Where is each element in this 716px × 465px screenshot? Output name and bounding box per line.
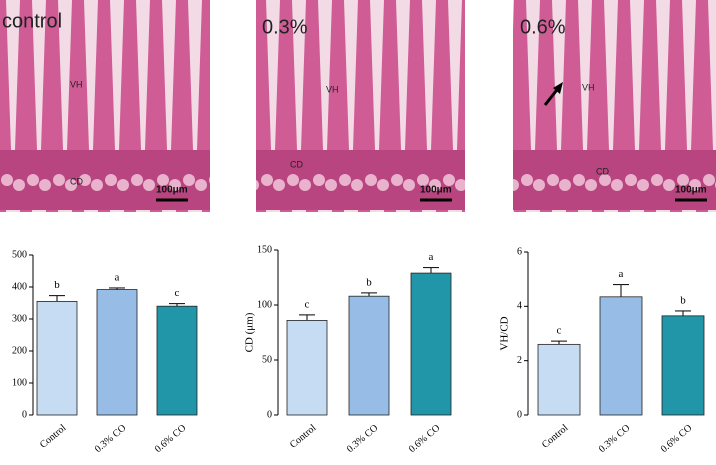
y-tick-label: 300 (12, 313, 27, 324)
y-tick-label: 200 (12, 345, 27, 356)
x-tick-label: 0.3% CO (93, 423, 129, 455)
significance-letter: c (305, 298, 310, 310)
scale-label: 100μm (156, 185, 188, 196)
significance-letter: a (115, 271, 120, 283)
y-tick-label: 100 (12, 377, 27, 388)
x-tick-label: Control (540, 422, 571, 450)
x-tick-label: 0.6% CO (407, 423, 443, 455)
y-tick-label: 4 (517, 301, 522, 312)
x-tick-label: Control (38, 422, 69, 450)
arrow-head (553, 82, 563, 94)
vh-label: VH (582, 82, 595, 92)
cd-label: CD (70, 176, 83, 186)
bar (537, 343, 581, 416)
x-tick-label: 0.3% CO (345, 423, 381, 455)
bar (156, 305, 198, 416)
y-tick-label: 500 (12, 249, 27, 260)
significance-letter: b (54, 279, 60, 291)
x-tick-label: 0.6% CO (153, 423, 189, 455)
image-label: control (2, 10, 62, 32)
bar (36, 300, 78, 416)
image-label: 0.6% (520, 16, 566, 38)
image-label: 0.3% (262, 16, 308, 38)
significance-letter: b (680, 294, 686, 306)
histology-image (513, 0, 716, 212)
scale-label: 100μm (420, 185, 452, 196)
y-tick-label: 0 (517, 409, 522, 420)
significance-letter: b (366, 276, 372, 288)
y-tick-label: 0 (267, 409, 272, 420)
y-tick-label: 100 (257, 299, 272, 310)
y-tick-label: 150 (257, 244, 272, 255)
bar (410, 272, 452, 416)
bar (286, 319, 328, 416)
x-tick-label: 0.3% CO (597, 423, 633, 455)
significance-letter: a (619, 268, 624, 280)
y-tick-label: 400 (12, 281, 27, 292)
cd-label: CD (290, 159, 303, 169)
x-tick-label: Control (288, 422, 319, 450)
histology-image (0, 0, 210, 212)
histology-image (256, 0, 465, 212)
x-tick-label: 0.6% CO (659, 423, 695, 455)
bar (96, 289, 138, 416)
significance-letter: c (175, 287, 180, 299)
y-axis-label: CD (μm) (244, 312, 256, 352)
y-axis-label: VH/CD (499, 316, 511, 350)
scale-label: 100μm (675, 185, 707, 196)
cd-label: CD (596, 166, 609, 176)
bar (599, 296, 643, 416)
significance-letter: c (557, 325, 562, 337)
bar (661, 315, 705, 416)
bar (348, 295, 390, 416)
vh-label: VH (70, 79, 83, 89)
y-tick-label: 2 (517, 355, 522, 366)
significance-letter: a (429, 251, 434, 263)
vh-label: VH (326, 84, 339, 94)
y-tick-label: 0 (22, 409, 27, 420)
y-tick-label: 6 (517, 246, 522, 257)
y-tick-label: 50 (262, 354, 272, 365)
